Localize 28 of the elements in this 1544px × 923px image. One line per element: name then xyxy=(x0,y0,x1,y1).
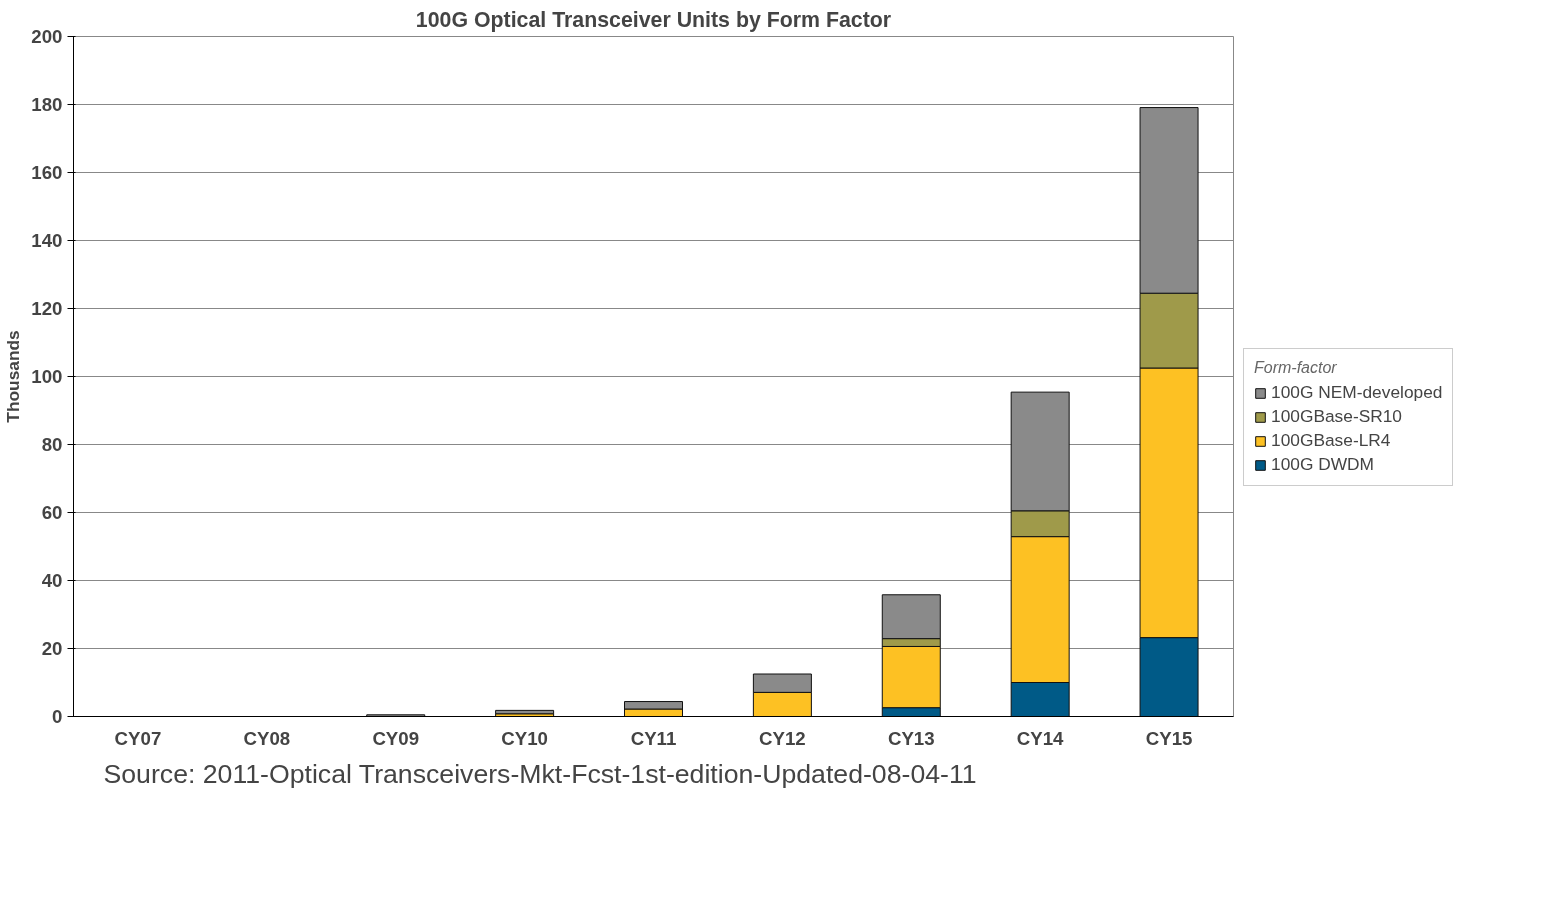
y-tick-label: 120 xyxy=(31,298,63,319)
legend-label: 100GBase-LR4 xyxy=(1271,430,1391,451)
x-tick-label: CY10 xyxy=(501,727,548,749)
y-tick-label: 40 xyxy=(41,570,63,591)
x-tick-label: CY13 xyxy=(887,727,935,749)
y-tick-label: 200 xyxy=(31,26,63,47)
legend-label: 100G NEM-developed xyxy=(1271,382,1443,403)
y-tick-label: 100 xyxy=(31,366,63,387)
source-note: Source: 2011-Optical Transceivers-Mkt-Fcst-1st-edition-Updated-08-04-11 xyxy=(103,758,977,789)
y-tick-label: 160 xyxy=(31,162,63,183)
y-tick-label: 80 xyxy=(41,434,63,455)
x-tick-label: CY11 xyxy=(630,727,677,749)
y-tick-label: 140 xyxy=(31,230,63,251)
legend-title: Form-factor xyxy=(1254,359,1338,377)
x-tick-label: CY15 xyxy=(1145,727,1193,749)
y-axis-title: Thousands xyxy=(3,330,24,423)
y-tick-label: 180 xyxy=(31,94,63,115)
y-tick-label: 20 xyxy=(41,638,63,659)
legend-label: 100GBase-SR10 xyxy=(1271,406,1403,427)
x-tick-label: CY08 xyxy=(243,727,291,749)
chart-title: 100G Optical Transceiver Units by Form Factor xyxy=(415,7,892,32)
legend-label: 100G DWDM xyxy=(1271,454,1375,475)
x-tick-label: CY07 xyxy=(114,727,162,749)
x-tick-label: CY09 xyxy=(372,727,420,749)
y-tick-label: 60 xyxy=(41,502,63,523)
y-tick-label: 0 xyxy=(52,706,63,727)
x-tick-label: CY12 xyxy=(759,727,806,749)
x-tick-label: CY14 xyxy=(1016,727,1065,749)
